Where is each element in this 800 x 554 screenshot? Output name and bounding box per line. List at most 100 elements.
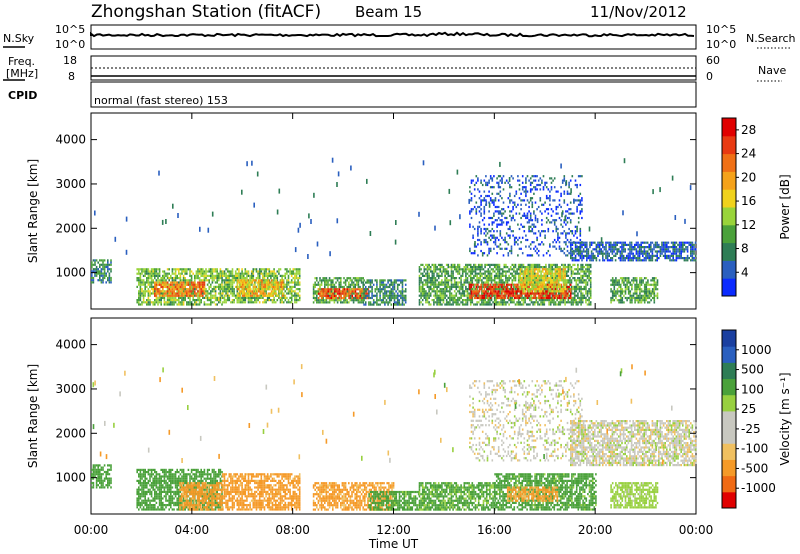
power-echo-cell	[357, 283, 360, 286]
power-echo-cell	[203, 270, 206, 273]
power-echo-cell	[444, 277, 446, 280]
power-echo-cell	[211, 270, 214, 273]
power-echo-cell	[477, 205, 479, 209]
power-echo-cell	[242, 290, 244, 293]
power-echo-cell	[268, 272, 271, 275]
power-echo-cell	[102, 279, 104, 282]
power-echo-cell	[529, 188, 532, 191]
power-echo-cell	[488, 247, 490, 250]
power-echo-cell	[434, 277, 437, 280]
power-echo-cell	[262, 285, 265, 289]
power-echo-cell	[351, 279, 353, 282]
noise-strip-frame	[90, 24, 697, 50]
power-echo-cell	[585, 279, 587, 282]
power-echo-cell	[514, 288, 517, 291]
power-echo-cell	[225, 268, 227, 271]
power-echo-cell	[545, 181, 548, 184]
power-echo-cell	[558, 241, 561, 244]
power-echo-cell	[341, 301, 344, 304]
power-echo-cell	[327, 294, 330, 297]
power-echo-cell	[585, 281, 587, 284]
power-echo-cell	[486, 241, 489, 244]
power-echo-cell	[228, 279, 231, 282]
power-echo-cell	[392, 292, 394, 295]
power-echo-cell	[487, 279, 490, 282]
power-echo-cell	[162, 279, 164, 282]
power-echo-cell	[489, 270, 491, 273]
power-echo-cell	[575, 294, 578, 297]
power-echo-cell	[205, 272, 207, 275]
power-echo-cell	[147, 277, 150, 280]
power-echo-cell	[585, 285, 587, 288]
power-echo-cell	[238, 285, 241, 289]
power-echo-cell	[166, 294, 169, 297]
power-echo-cell	[509, 292, 511, 295]
power-echo-cell	[205, 268, 207, 271]
power-echo-cell	[529, 214, 532, 217]
power-echo-cell	[541, 277, 544, 280]
power-echo-cell	[371, 292, 373, 295]
power-echo-cell	[515, 236, 518, 239]
power-echo-cell	[314, 296, 316, 300]
power-echo-cell	[565, 301, 568, 304]
power-echo-cell	[263, 299, 266, 302]
power-echo-cell	[420, 296, 422, 299]
power-echo-cell	[166, 268, 169, 271]
power-echo-cell	[150, 281, 153, 284]
power-echo-cell	[465, 299, 467, 302]
power-echo-cell	[517, 175, 519, 178]
power-echo-cell	[280, 281, 282, 284]
power-echo-cell	[197, 299, 199, 302]
power-echo-cell	[469, 296, 471, 300]
power-echo-cell	[295, 292, 298, 295]
power-echo-cell	[544, 236, 546, 239]
power-echo-cell	[527, 272, 530, 275]
power-echo-cell	[569, 238, 572, 242]
power-echo-cell	[261, 292, 263, 295]
power-echo-cell	[489, 299, 491, 302]
power-echo-cell	[481, 279, 483, 282]
power-echo-cell	[425, 274, 427, 277]
power-echo-cell	[559, 283, 562, 286]
power-echo-region	[363, 279, 407, 306]
power-echo-cell	[173, 279, 175, 282]
power-echo-cell	[173, 277, 175, 280]
power-echo-cell	[197, 283, 199, 286]
power-echo-cell	[144, 301, 146, 304]
power-echo-cell	[333, 301, 336, 304]
power-echo-cell	[425, 299, 427, 302]
power-echo-cell	[351, 297, 354, 300]
power-echo-cell	[353, 290, 355, 293]
power-echo-cell	[505, 303, 507, 306]
power-echo-cell	[437, 296, 440, 299]
power-echo-cell	[549, 266, 552, 269]
power-echo-cell	[214, 292, 217, 295]
power-echo-cell	[527, 281, 530, 284]
power-echo-cell	[449, 266, 451, 269]
power-echo-cell	[570, 303, 573, 306]
power-echo-cell	[522, 288, 525, 291]
power-echo-cell	[387, 301, 389, 304]
power-echo-cell	[493, 283, 495, 286]
power-echo-cell	[333, 290, 336, 293]
power-echo-cell	[149, 299, 151, 302]
power-echo-cell	[108, 263, 111, 266]
power-echo-cell	[150, 277, 153, 280]
power-echo-cell	[168, 277, 170, 280]
power-echo-cell	[214, 288, 217, 291]
power-echo-cell	[371, 296, 373, 300]
power-echo-cell	[184, 268, 186, 271]
power-echo-cell	[538, 285, 541, 288]
power-echo-cell	[340, 301, 342, 304]
power-echo-cell	[184, 290, 186, 293]
power-echo-cell	[319, 299, 321, 302]
power-echo-cell	[178, 290, 180, 293]
power-echo-cell	[531, 241, 534, 244]
power-echo-cell	[198, 279, 201, 282]
power-echo-cell	[284, 299, 287, 302]
power-echo-cell	[429, 285, 432, 288]
power-echo-cell	[265, 268, 267, 271]
power-echo-cell	[441, 266, 443, 269]
power-echo-cell	[396, 292, 399, 295]
power-echo-cell	[390, 299, 393, 302]
